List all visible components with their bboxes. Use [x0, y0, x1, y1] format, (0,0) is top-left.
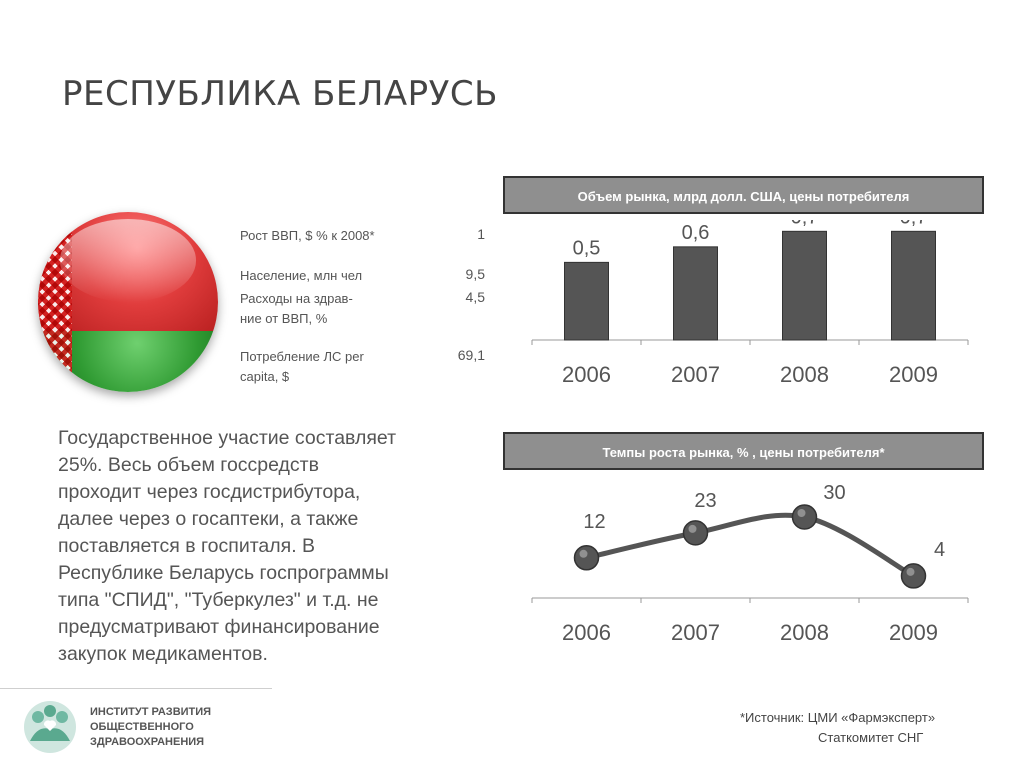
- bar: [782, 230, 827, 341]
- x-tick-label: 2009: [889, 362, 938, 387]
- stat-row: Население, млн чел 9,5: [240, 266, 485, 289]
- source-line-1: *Источник: ЦМИ «Фармэксперт»: [740, 710, 936, 725]
- stat-value: 4,5: [465, 289, 485, 305]
- data-label: 0,5: [573, 237, 601, 259]
- source-note: *Источник: ЦМИ «Фармэксперт» Статкомитет…: [740, 708, 935, 748]
- stat-label: Расходы на здрав- ние от ВВП, %: [240, 291, 353, 326]
- data-point-highlight: [579, 549, 588, 558]
- bar: [891, 230, 936, 341]
- data-label: 23: [694, 490, 716, 512]
- stat-row: Потребление ЛС per capita, $ 69,1: [240, 347, 485, 387]
- data-point-highlight: [797, 509, 806, 517]
- x-tick-label: 2006: [562, 362, 611, 387]
- bar: [673, 246, 718, 341]
- x-tick-label: 2007: [671, 362, 720, 387]
- stats-table: Рост ВВП, $ % к 2008* 1 Население, млн ч…: [240, 226, 485, 387]
- x-tick-label: 2008: [780, 620, 829, 645]
- stat-label: Рост ВВП, $ % к 2008*: [240, 228, 375, 243]
- institute-logo-icon: [24, 701, 76, 753]
- x-tick-label: 2008: [780, 362, 829, 387]
- bar-chart-title: Объем рынка, млрд долл. США, цены потреб…: [503, 176, 984, 214]
- data-label: 0,6: [682, 222, 710, 244]
- data-point: [791, 504, 818, 530]
- page-title: РЕСПУБЛИКА БЕЛАРУСЬ: [62, 74, 498, 114]
- data-point: [682, 520, 709, 546]
- bar-chart: 0,5 2006 0,6 2007 0,7 2008 0,7 2009: [531, 220, 969, 387]
- data-point-highlight: [688, 524, 697, 533]
- data-label: 30: [823, 482, 845, 504]
- footer-divider: [0, 688, 272, 689]
- stat-value: 1: [477, 226, 485, 242]
- data-label: 0,7: [900, 220, 928, 228]
- stat-value: 69,1: [457, 347, 485, 363]
- data-point-highlight: [906, 567, 915, 576]
- x-tick-label: 2006: [562, 620, 611, 645]
- bar: [564, 261, 609, 341]
- source-line-2: Статкомитет СНГ: [818, 730, 924, 745]
- logo-text: ИНСТИТУТ РАЗВИТИЯ ОБЩЕСТВЕННОГО ЗДРАВООХ…: [90, 706, 212, 748]
- data-label: 12: [583, 511, 605, 533]
- data-point: [573, 545, 600, 571]
- x-tick-label: 2007: [671, 620, 720, 645]
- stat-label: Потребление ЛС per capita, $: [240, 349, 364, 384]
- stat-value: 9,5: [465, 266, 485, 282]
- x-tick-label: 2009: [889, 620, 938, 645]
- stat-label: Население, млн чел: [240, 268, 363, 283]
- data-point: [900, 563, 927, 589]
- series-line: [584, 512, 916, 579]
- belarus-flag-icon: [38, 212, 218, 392]
- stat-row: Расходы на здрав- ние от ВВП, % 4,5: [240, 289, 485, 347]
- line-chart: 12 2006 23 2007 30 2008 4 2009: [531, 482, 969, 645]
- stat-row: Рост ВВП, $ % к 2008* 1: [240, 226, 485, 266]
- description-text: Государственное участие составляет 25%. …: [58, 427, 397, 665]
- data-label: 4: [934, 539, 945, 561]
- data-label: 0,7: [791, 220, 819, 228]
- line-chart-title: Темпы роста рынка, % , цены потребителя*: [503, 432, 984, 470]
